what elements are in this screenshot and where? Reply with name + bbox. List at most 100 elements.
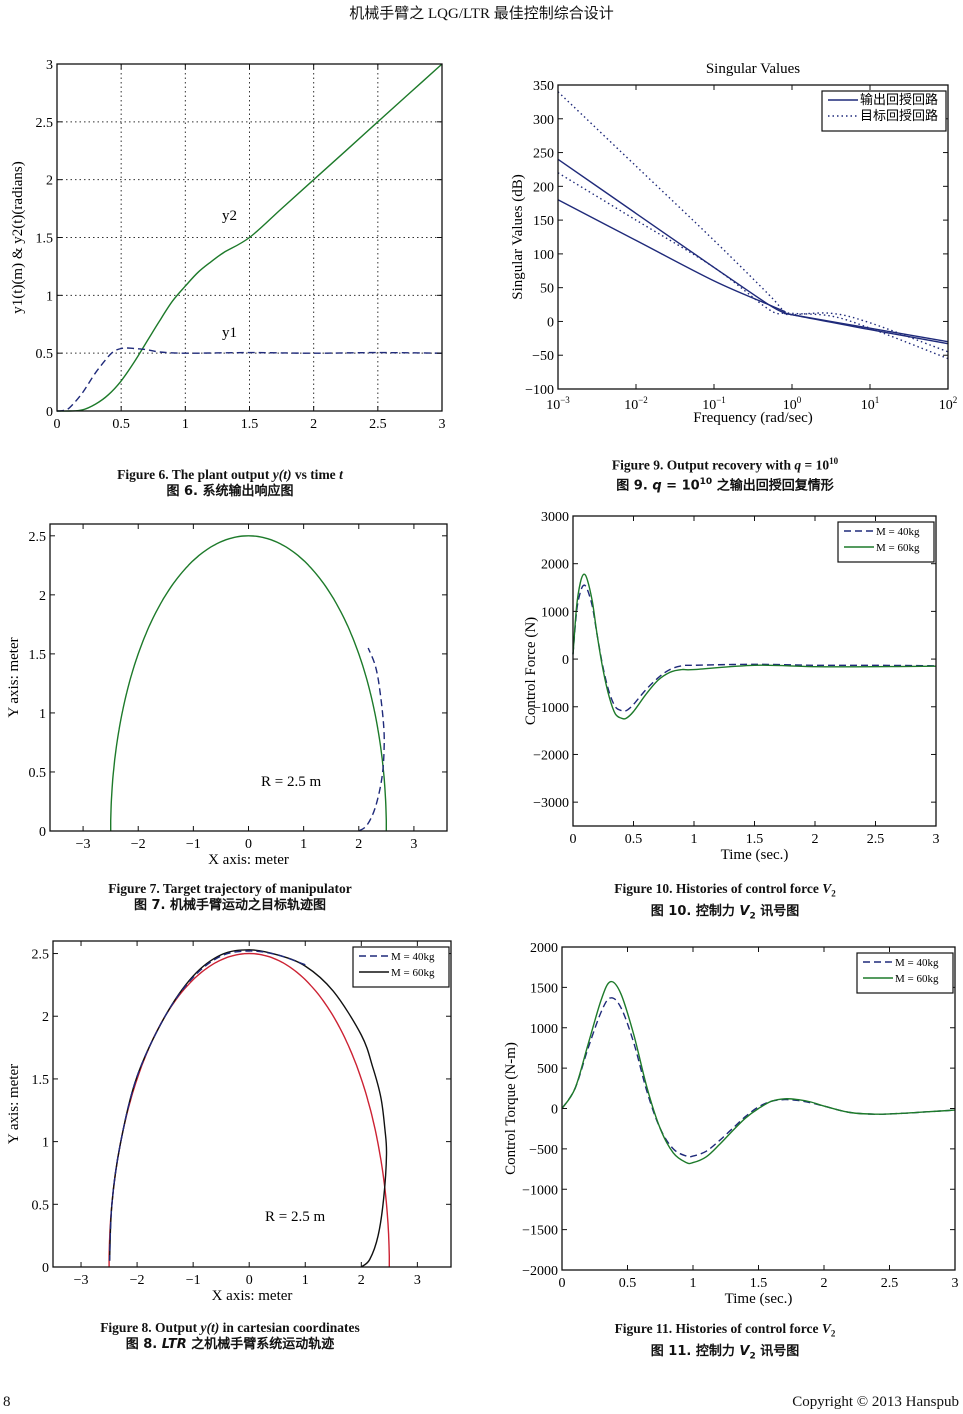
- figure-11-caption: Figure 11. Histories of control force V2…: [490, 1320, 960, 1365]
- y-tick-label: 1.5: [32, 1073, 50, 1088]
- series-line-2: [557, 91, 949, 360]
- page-number: 8: [3, 1394, 11, 1410]
- figure-7-chart: −3 −2 −1 0 1 2 3 0 0.5 1 1.5 2 2.5 X axis: meter Y axi…: [6, 523, 448, 868]
- legend-label: M = 60kg: [876, 542, 920, 554]
- y-tick-label: 100: [533, 248, 554, 263]
- y-tick-label: −1000: [533, 701, 569, 716]
- y-axis-label: Y axis: meter: [6, 637, 22, 717]
- legend-box: [837, 521, 935, 563]
- series-line-0: [561, 997, 956, 1158]
- y-tick-label: 0: [46, 405, 53, 420]
- x-tick-label: 0.5: [112, 417, 130, 432]
- copyright-notice: Copyright © 2013 Hanspub: [792, 1394, 959, 1410]
- y-tick-label: 1.5: [29, 648, 47, 663]
- x-tick-label: 102: [939, 395, 958, 413]
- figure-10-caption-zh: 图 10. 控制力 V2 讯号图: [650, 903, 800, 922]
- x-axis-label: X axis: meter: [208, 852, 289, 868]
- x-axis-label: Frequency (rad/sec): [693, 410, 813, 426]
- x-tick-label: 3: [933, 832, 940, 847]
- figure-7-caption-en: Figure 7. Target trajectory of manipulat…: [108, 881, 352, 896]
- radius-annotation: R = 2.5 m: [265, 1209, 325, 1225]
- x-tick-label: 2: [310, 417, 317, 432]
- x-axis-label: Time (sec.): [721, 847, 789, 863]
- x-tick-label: 2.5: [867, 832, 885, 847]
- figure-8-chart: −3 −2 −1 0 1 2 3 0 0.5 1 1.5 2 2.5 X axis: meter Y axi…: [6, 940, 452, 1304]
- y-axis-label: y1(t)(m) & y2(t)(radians): [10, 161, 26, 313]
- series-line-0: [109, 535, 388, 832]
- y-tick-label: 1000: [530, 1022, 558, 1037]
- y-tick-label: −100: [525, 383, 554, 398]
- x-tick-label: 1: [690, 1276, 697, 1291]
- y-tick-label: −3000: [533, 796, 569, 811]
- y-tick-label: −2000: [533, 748, 569, 763]
- chart-title: Singular Values: [706, 61, 800, 77]
- legend-label: M = 40kg: [876, 526, 920, 538]
- y-tick-label: 3: [46, 58, 53, 73]
- x-tick-label: 0: [246, 1273, 253, 1288]
- series-line-0: [108, 952, 391, 1267]
- y-tick-label: 2000: [541, 558, 569, 573]
- y-tick-label: 2.5: [36, 116, 54, 131]
- x-tick-label: 2: [355, 837, 362, 852]
- y-tick-label: 150: [533, 214, 554, 229]
- x-tick-label: 1.5: [750, 1276, 768, 1291]
- x-tick-label: 1: [691, 832, 698, 847]
- figure-7-caption-zh: 图 7. 机械手臂运动之目标轨迹图: [133, 898, 327, 913]
- y2-annotation: y2: [222, 208, 237, 224]
- x-tick-label: 3: [410, 837, 417, 852]
- y-axis-label: Control Force (N): [523, 617, 539, 725]
- figure-11-caption-en: Figure 11. Histories of control force V2: [614, 1321, 836, 1339]
- series-line-1: [561, 980, 956, 1165]
- y-tick-label: 0: [551, 1103, 558, 1118]
- x-tick-label: −1: [186, 837, 201, 852]
- y-tick-label: 1.5: [36, 232, 54, 247]
- x-tick-label: 3: [414, 1273, 421, 1288]
- y-tick-label: 250: [533, 147, 554, 162]
- x-tick-label: 0: [559, 1276, 566, 1291]
- x-tick-label: 2: [358, 1273, 365, 1288]
- plot-frame: [49, 523, 448, 832]
- x-tick-label: 2.5: [881, 1276, 899, 1291]
- legend-label: M = 60kg: [391, 967, 435, 979]
- y-tick-label: −500: [529, 1143, 558, 1158]
- series-line-0: [557, 158, 949, 343]
- y-tick-label: −50: [532, 349, 554, 364]
- y-tick-label: 2: [46, 174, 53, 189]
- y-tick-label: 1: [39, 707, 46, 722]
- figure-10-caption-en: Figure 10. Histories of control force V2: [614, 881, 836, 899]
- y-tick-label: 500: [537, 1062, 558, 1077]
- figure-8-caption-zh: 图 8. LTR 之机械手臂系统运动轨迹: [125, 1337, 335, 1352]
- legend-label: M = 40kg: [895, 957, 939, 969]
- x-tick-label: −3: [76, 837, 91, 852]
- legend-label: M = 40kg: [391, 951, 435, 963]
- figure-11-caption-zh: 图 11. 控制力 V2 讯号图: [650, 1343, 800, 1362]
- y-tick-label: −1000: [522, 1183, 558, 1198]
- series-line-1: [108, 949, 388, 1268]
- figure-6-caption-zh: 图 6. 系统输出响应图: [166, 484, 294, 499]
- x-tick-label: 2: [812, 832, 819, 847]
- y-tick-label: 200: [533, 180, 554, 195]
- y-tick-label: 1500: [530, 981, 558, 996]
- x-tick-label: −1: [186, 1273, 201, 1288]
- series-line-1: [557, 199, 949, 345]
- figure-9-caption: Figure 9. Output recovery with q = 1010 …: [490, 453, 960, 494]
- series-line-0: [56, 63, 443, 412]
- y-tick-label: 2: [39, 589, 46, 604]
- legend-label: 目标回授回路: [860, 108, 938, 124]
- y-tick-label: 0: [547, 315, 554, 330]
- x-tick-label: 3: [439, 417, 446, 432]
- y-tick-label: −2000: [522, 1264, 558, 1279]
- y-tick-label: 2: [42, 1010, 49, 1025]
- plot-frame: [557, 84, 949, 390]
- x-tick-label: 10−2: [624, 395, 648, 413]
- series-line-1: [56, 347, 443, 412]
- x-tick-label: −3: [74, 1273, 89, 1288]
- y-tick-label: 0.5: [29, 766, 47, 781]
- y-tick-label: 1: [42, 1136, 49, 1151]
- x-tick-label: 101: [861, 395, 880, 413]
- figure-7-caption: Figure 7. Target trajectory of manipulat…: [0, 880, 460, 914]
- x-tick-label: 10−3: [546, 395, 570, 413]
- legend-box: [856, 952, 954, 994]
- series-line-1: [358, 647, 385, 832]
- x-tick-label: 100: [783, 395, 802, 413]
